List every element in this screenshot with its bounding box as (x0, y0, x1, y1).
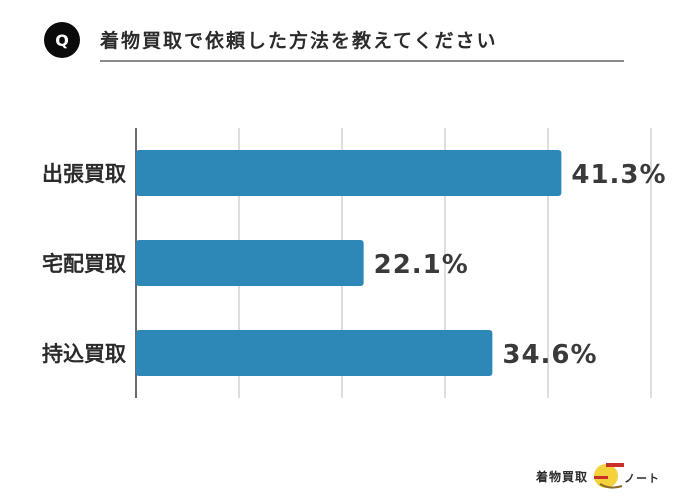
logo-emblem-icon (594, 463, 624, 489)
logo-text-right: ノート (624, 472, 660, 485)
category-label: 持込買取 (42, 342, 126, 366)
bar (136, 240, 364, 286)
value-label: 34.6% (502, 340, 597, 370)
question-header: Q 着物買取で依頼した方法を教えてください (44, 20, 624, 62)
question-badge: Q (44, 22, 80, 58)
bar (136, 150, 562, 196)
site-logo: 着物買取 ノート (536, 460, 668, 494)
question-title: 着物買取で依頼した方法を教えてください (100, 30, 498, 52)
header-underline (100, 60, 624, 62)
bar (136, 330, 493, 376)
value-label: 22.1% (374, 250, 469, 280)
logo-text-left: 着物買取 (536, 470, 589, 484)
value-label: 41.3% (571, 160, 666, 190)
category-label: 宅配買取 (42, 252, 126, 276)
category-label: 出張買取 (42, 162, 126, 186)
